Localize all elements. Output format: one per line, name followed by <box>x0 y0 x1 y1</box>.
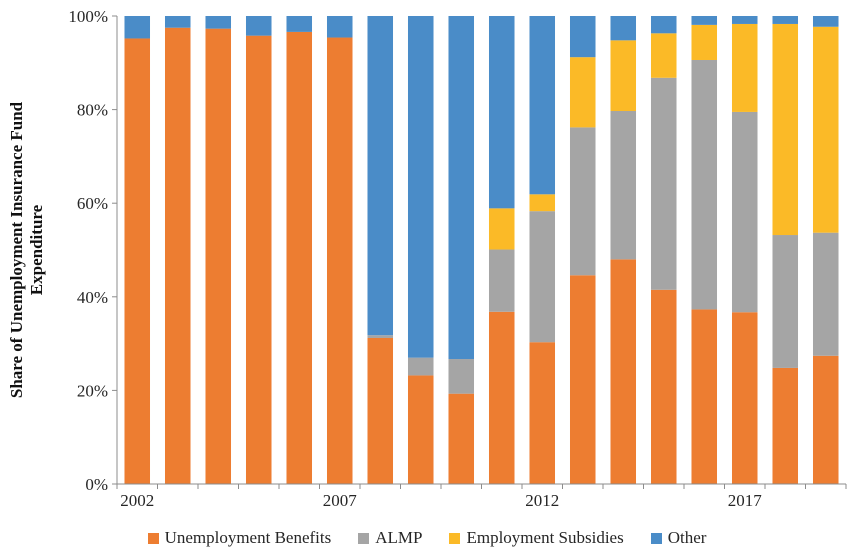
bar-segment-2012-employment-subsidies <box>529 194 556 212</box>
bar-segment-2016-almp <box>691 59 718 310</box>
legend-item: Employment Subsidies <box>449 528 624 548</box>
legend-swatch <box>147 532 159 544</box>
bar-segment-2003-other <box>164 16 191 28</box>
bar-segment-2011-employment-subsidies <box>488 208 515 250</box>
legend-item: Unemployment Benefits <box>147 528 332 548</box>
bar-segment-2009-other <box>407 16 434 358</box>
y-tick-label: 0% <box>85 475 108 494</box>
legend-label: Other <box>667 528 707 547</box>
bar-segment-2015-employment-subsidies <box>650 33 677 78</box>
bar-segment-2004-unemployment-benefits <box>205 28 232 484</box>
bar-segment-2014-employment-subsidies <box>610 40 637 112</box>
bar-segment-2010-other <box>448 16 475 360</box>
y-tick-label: 60% <box>77 194 108 213</box>
y-axis-title-line: Share of Unemployment Insurance Fund <box>7 101 26 398</box>
bar-segment-2014-almp <box>610 111 637 260</box>
bar-segment-2019-other <box>812 16 839 27</box>
bar-segment-2015-almp <box>650 77 677 290</box>
bar-segment-2002-unemployment-benefits <box>124 38 151 485</box>
bar-segment-2003-unemployment-benefits <box>164 27 191 484</box>
bar-segment-2013-almp <box>569 127 596 276</box>
y-tick-label: 40% <box>77 288 108 307</box>
bar-segment-2017-employment-subsidies <box>731 23 758 112</box>
bar-segment-2019-employment-subsidies <box>812 26 839 233</box>
legend-item: ALMP <box>358 528 422 548</box>
bar-segment-2013-employment-subsidies <box>569 57 596 128</box>
bar-segment-2010-unemployment-benefits <box>448 393 475 484</box>
bar-segment-2012-other <box>529 16 556 195</box>
bar-segment-2006-unemployment-benefits <box>286 31 313 484</box>
y-axis-ticks: 0% 20% 40% 60% 80% 100% <box>68 7 117 494</box>
bar-segment-2014-other <box>610 16 637 41</box>
bar-segment-2016-employment-subsidies <box>691 24 718 60</box>
bar-segment-2011-almp <box>488 249 515 312</box>
bar-segment-2019-almp <box>812 232 839 356</box>
bar-segment-2007-other <box>326 16 353 38</box>
legend-label: ALMP <box>375 528 423 547</box>
y-tick-label: 80% <box>77 101 108 120</box>
bar-segment-2005-unemployment-benefits <box>245 35 272 484</box>
bar-segment-2011-unemployment-benefits <box>488 311 515 484</box>
bar-segment-2007-unemployment-benefits <box>326 37 353 484</box>
legend-swatch <box>358 532 370 544</box>
bar-segment-2016-other <box>691 16 718 25</box>
bar-segment-2013-unemployment-benefits <box>569 275 596 484</box>
y-tick-label: 20% <box>77 381 108 400</box>
legend-swatch <box>650 532 662 544</box>
bar-segment-2018-employment-subsidies <box>772 23 799 236</box>
bar-segment-2009-almp <box>407 357 434 376</box>
bar-segment-2017-unemployment-benefits <box>731 312 758 484</box>
bar-segment-2009-unemployment-benefits <box>407 375 434 484</box>
legend: Unemployment Benefits ALMP Employment Subs… <box>0 528 854 548</box>
bar-segment-2018-almp <box>772 235 799 368</box>
x-tick-label: 2017 <box>728 491 763 510</box>
x-axis-ticks: 2002 2007 2012 2017 <box>116 484 847 510</box>
bar-segment-2017-other <box>731 16 758 24</box>
bar-segment-2013-other <box>569 16 596 58</box>
legend-item: Other <box>650 528 707 548</box>
legend-label: Employment Subsidies <box>466 528 624 547</box>
bar-segment-2011-other <box>488 16 515 209</box>
x-tick-label: 2007 <box>323 491 358 510</box>
bar-segment-2012-unemployment-benefits <box>529 342 556 484</box>
bar-segment-2018-other <box>772 16 799 24</box>
bar-segment-2019-unemployment-benefits <box>812 355 839 484</box>
bar-segment-2018-unemployment-benefits <box>772 367 799 484</box>
bar-segment-2017-almp <box>731 111 758 313</box>
bar-segment-2002-other <box>124 16 151 39</box>
bar-segment-2012-almp <box>529 211 556 343</box>
bar-segment-2004-other <box>205 16 232 29</box>
legend-label: Unemployment Benefits <box>164 528 332 547</box>
bar-segment-2006-other <box>286 16 313 32</box>
bar-segment-2005-other <box>245 16 272 36</box>
bar-segment-2010-almp <box>448 359 475 394</box>
bar-segment-2008-almp <box>367 335 394 338</box>
bar-segment-2015-unemployment-benefits <box>650 289 677 484</box>
bar-segment-2008-unemployment-benefits <box>367 337 394 484</box>
bar-segment-2008-other <box>367 16 394 336</box>
bar-segment-2014-unemployment-benefits <box>610 259 637 484</box>
y-axis-title: Share of Unemployment Insurance Fund Expe… <box>7 101 46 398</box>
legend-swatch <box>449 532 461 544</box>
bar-segment-2016-unemployment-benefits <box>691 309 718 484</box>
bars <box>124 16 839 485</box>
bar-segment-2015-other <box>650 16 677 34</box>
x-tick-label: 2012 <box>525 491 559 510</box>
y-tick-label: 100% <box>68 7 108 26</box>
x-tick-label: 2002 <box>120 491 154 510</box>
y-axis-title-line: Expenditure <box>27 204 46 295</box>
